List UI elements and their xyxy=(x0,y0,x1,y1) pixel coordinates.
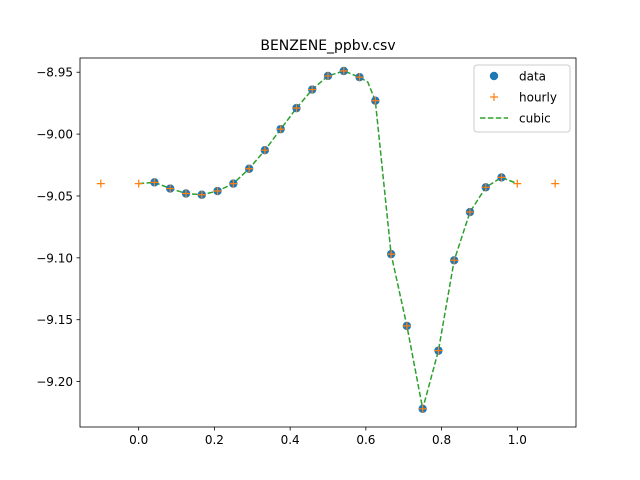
legend-box xyxy=(473,64,571,133)
x-tick-label: 0.4 xyxy=(281,433,300,447)
hourly-point xyxy=(134,179,143,188)
axis-ticks: 0.0 0.2 0.4 0.6 0.8 1.0 −8.95 −9.00 −9.05 −9.10 −9… xyxy=(36,66,527,447)
hourly-point xyxy=(497,173,506,182)
hourly-point xyxy=(450,256,459,265)
series-markers xyxy=(96,66,560,414)
plot-area-frame xyxy=(79,57,577,428)
x-tick-label: 1.0 xyxy=(508,433,527,447)
legend-label: hourly xyxy=(519,91,557,105)
x-tick-label: 0.8 xyxy=(432,433,451,447)
hourly-point xyxy=(308,85,317,94)
hourly-point xyxy=(355,73,364,82)
y-tick-label: −9.05 xyxy=(36,189,73,203)
hourly-point xyxy=(513,179,522,188)
hourly-point xyxy=(339,66,348,75)
legend: data hourly cubic xyxy=(473,64,571,133)
hourly-point xyxy=(371,96,380,105)
hourly-point xyxy=(213,187,222,196)
legend-hourly-swatch xyxy=(490,93,498,101)
hourly-point xyxy=(182,189,191,198)
legend-label: data xyxy=(519,70,546,84)
hourly-point xyxy=(245,164,254,173)
hourly-point xyxy=(260,146,269,155)
hourly-point xyxy=(96,179,105,188)
y-tick-label: −9.15 xyxy=(36,313,73,327)
hourly-point xyxy=(197,190,206,199)
x-tick-label: 0.6 xyxy=(356,433,375,447)
hourly-point xyxy=(434,346,443,355)
hourly-point xyxy=(166,184,175,193)
x-tick-label: 0.0 xyxy=(129,433,148,447)
y-tick-label: −9.00 xyxy=(36,128,73,142)
hourly-point xyxy=(481,183,490,192)
x-tick-label: 0.2 xyxy=(205,433,224,447)
hourly-point xyxy=(418,404,427,413)
y-tick-label: −9.20 xyxy=(36,375,73,389)
hourly-point xyxy=(551,179,560,188)
legend-label: cubic xyxy=(519,112,551,126)
hourly-point xyxy=(324,71,332,80)
hourly-point xyxy=(402,321,411,330)
hourly-point xyxy=(229,179,238,188)
hourly-point xyxy=(292,104,301,113)
hourly-point xyxy=(387,250,396,259)
hourly-point xyxy=(465,208,474,217)
legend-data-swatch xyxy=(489,71,499,81)
chart-title: BENZENE_ppbv.csv xyxy=(260,38,395,54)
hourly-point xyxy=(150,178,159,187)
y-tick-label: −9.10 xyxy=(36,251,73,265)
y-tick-label: −8.95 xyxy=(36,66,73,80)
hourly-point xyxy=(276,125,285,134)
